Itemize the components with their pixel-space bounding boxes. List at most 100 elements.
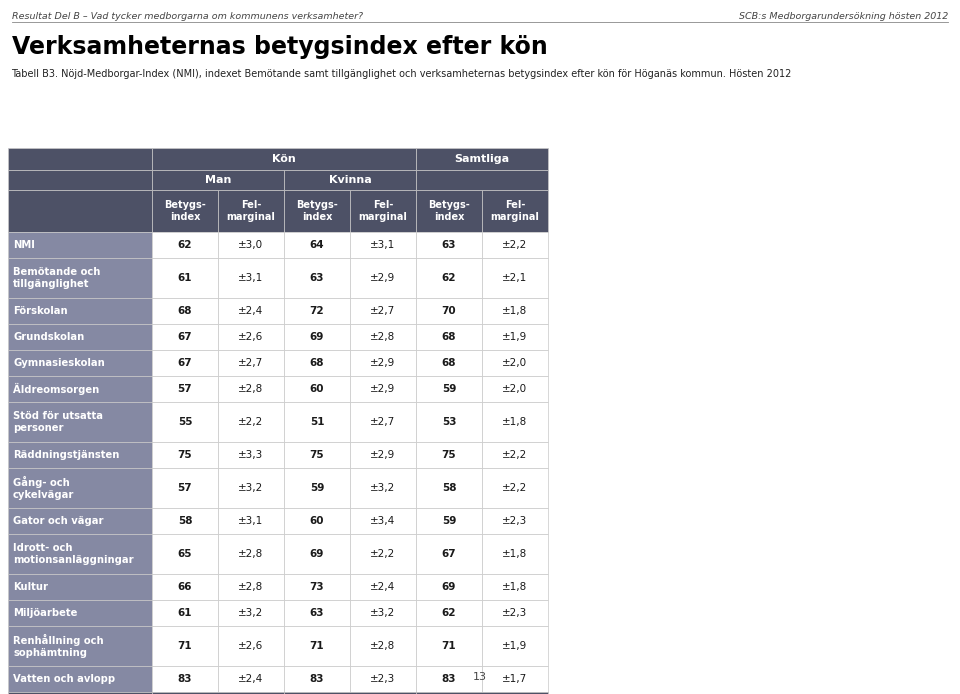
Text: ±2,0: ±2,0 — [502, 384, 528, 394]
Bar — [218, 232, 284, 258]
Bar — [152, 508, 218, 534]
Bar — [152, 534, 218, 574]
Bar — [284, 600, 350, 626]
Text: 66: 66 — [178, 582, 192, 592]
Bar — [218, 534, 284, 574]
Bar — [218, 574, 284, 600]
Text: Bemötande och
tillgänglighet: Bemötande och tillgänglighet — [13, 267, 101, 289]
Bar — [482, 402, 548, 442]
Text: 58: 58 — [442, 483, 456, 493]
Bar — [350, 626, 416, 666]
Text: 69: 69 — [442, 582, 456, 592]
Bar — [416, 626, 482, 666]
Bar — [416, 442, 482, 468]
Bar — [8, 148, 152, 170]
Text: 67: 67 — [442, 549, 456, 559]
Text: Betygs-
index: Betygs- index — [428, 200, 469, 222]
Bar — [152, 350, 218, 376]
Text: 60: 60 — [310, 516, 324, 526]
Bar — [8, 350, 152, 376]
Bar — [416, 190, 482, 232]
Text: Betygs-
index: Betygs- index — [164, 200, 205, 222]
Text: Fel-
marginal: Fel- marginal — [491, 200, 540, 222]
Bar — [416, 324, 482, 350]
Text: Renhållning och
sophämtning: Renhållning och sophämtning — [13, 634, 104, 658]
Text: ±3,2: ±3,2 — [371, 608, 396, 618]
Bar — [482, 442, 548, 468]
Bar — [284, 442, 350, 468]
Bar — [152, 442, 218, 468]
Text: NMI: NMI — [13, 240, 35, 250]
Bar — [350, 574, 416, 600]
Bar — [482, 190, 548, 232]
Bar — [284, 350, 350, 376]
Bar — [482, 534, 548, 574]
Text: 62: 62 — [442, 608, 456, 618]
Bar — [416, 232, 482, 258]
Text: ±3,1: ±3,1 — [238, 273, 264, 283]
Text: 75: 75 — [178, 450, 192, 460]
Text: 70: 70 — [442, 306, 456, 316]
Bar — [8, 402, 152, 442]
Bar — [482, 298, 548, 324]
Text: ±1,8: ±1,8 — [502, 417, 528, 427]
Bar — [416, 350, 482, 376]
Bar — [416, 692, 548, 694]
Bar — [284, 324, 350, 350]
Text: 63: 63 — [310, 608, 324, 618]
Bar — [152, 626, 218, 666]
Text: ±2,2: ±2,2 — [238, 417, 264, 427]
Bar — [152, 376, 218, 402]
Bar — [8, 324, 152, 350]
Bar — [8, 600, 152, 626]
Text: 67: 67 — [178, 358, 192, 368]
Bar — [284, 402, 350, 442]
Text: 83: 83 — [442, 674, 456, 684]
Text: 60: 60 — [310, 384, 324, 394]
Bar — [218, 666, 284, 692]
Text: 55: 55 — [178, 417, 192, 427]
Text: ±2,4: ±2,4 — [238, 306, 264, 316]
Text: ±2,2: ±2,2 — [502, 240, 528, 250]
Bar — [8, 442, 152, 468]
Bar — [482, 350, 548, 376]
Text: 13: 13 — [473, 672, 487, 682]
Text: ±2,6: ±2,6 — [238, 641, 264, 651]
Text: ±2,4: ±2,4 — [238, 674, 264, 684]
Bar — [8, 170, 152, 190]
Bar — [284, 258, 350, 298]
Bar — [218, 190, 284, 232]
Bar — [8, 534, 152, 574]
Text: ±2,8: ±2,8 — [371, 641, 396, 651]
Bar — [416, 600, 482, 626]
Text: ±2,8: ±2,8 — [371, 332, 396, 342]
Text: 61: 61 — [178, 273, 192, 283]
Text: ±2,7: ±2,7 — [371, 306, 396, 316]
Bar — [350, 298, 416, 324]
Text: ±1,7: ±1,7 — [502, 674, 528, 684]
Bar — [218, 508, 284, 534]
Text: 65: 65 — [178, 549, 192, 559]
Bar — [482, 626, 548, 666]
Text: 71: 71 — [178, 641, 192, 651]
Bar — [284, 508, 350, 534]
Text: 53: 53 — [442, 417, 456, 427]
Text: Vatten och avlopp: Vatten och avlopp — [13, 674, 115, 684]
Text: 75: 75 — [442, 450, 456, 460]
Bar — [8, 626, 152, 666]
Bar — [350, 442, 416, 468]
Bar — [284, 574, 350, 600]
Bar — [482, 508, 548, 534]
Text: ±2,7: ±2,7 — [238, 358, 264, 368]
Bar — [350, 468, 416, 508]
Bar — [350, 324, 416, 350]
Bar — [152, 574, 218, 600]
Bar — [8, 298, 152, 324]
Bar — [350, 534, 416, 574]
Text: 64: 64 — [310, 240, 324, 250]
Bar — [152, 232, 218, 258]
Text: ±3,1: ±3,1 — [371, 240, 396, 250]
Text: ±1,9: ±1,9 — [502, 332, 528, 342]
Bar — [482, 376, 548, 402]
Text: Fel-
marginal: Fel- marginal — [359, 200, 407, 222]
